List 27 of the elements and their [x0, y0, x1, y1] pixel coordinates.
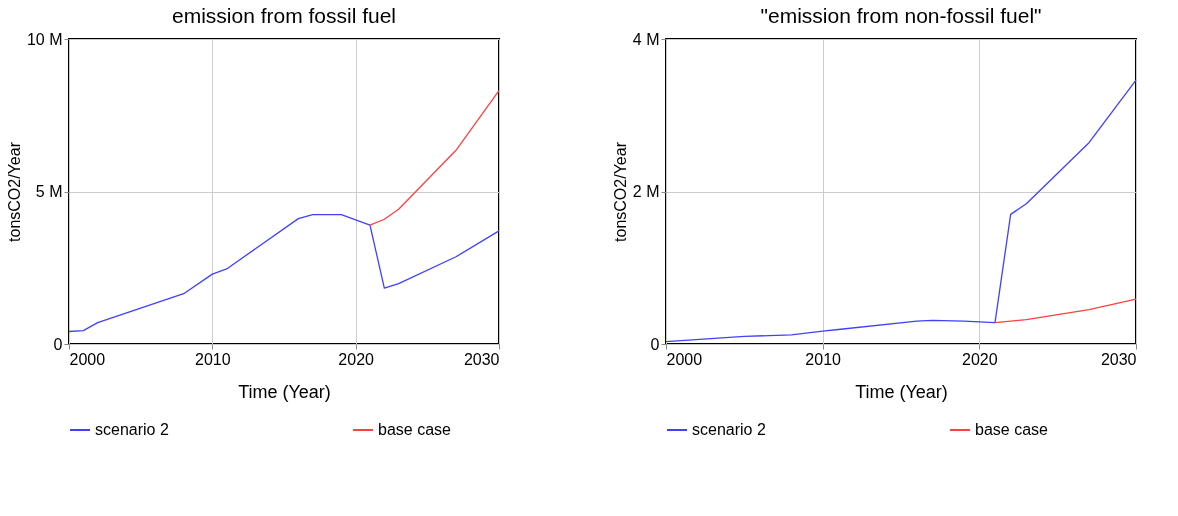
- chart-title: emission from fossil fuel: [171, 4, 397, 27]
- y-tick-label: 0: [650, 335, 660, 353]
- x-tick-label: 2010: [805, 350, 842, 368]
- y-axis-title: tonsCO2/Year: [611, 141, 629, 242]
- x-tick-label: 2000: [666, 350, 703, 368]
- legend-label: base case: [378, 421, 452, 438]
- x-tick-label: 2010: [195, 350, 231, 368]
- chart-title: "emission from non-fossil fuel": [760, 4, 1042, 27]
- legend-label: scenario 2: [95, 421, 169, 438]
- y-tick-label: 5 M: [35, 183, 63, 200]
- y-tick-label: 2 M: [632, 183, 660, 200]
- x-axis-title: Time (Year): [855, 381, 948, 402]
- line-series: [68, 214, 500, 333]
- y-tick-label: 0: [53, 335, 63, 353]
- x-tick-label: 2000: [69, 350, 106, 368]
- x-tick-label: 2030: [463, 350, 500, 368]
- x-axis-title: Time (Year): [238, 381, 331, 402]
- y-tick-label: 4 M: [632, 30, 660, 48]
- x-tick-label: 2020: [962, 350, 998, 368]
- legend-label: base case: [975, 421, 1049, 438]
- y-tick-label: 10 M: [26, 30, 63, 48]
- y-axis-title: tonsCO2/Year: [5, 141, 23, 242]
- legend-label: scenario 2: [692, 421, 766, 438]
- line-series: [994, 298, 1137, 324]
- line-series: [369, 89, 500, 226]
- x-tick-label: 2030: [1100, 350, 1137, 368]
- x-tick-label: 2020: [338, 350, 375, 368]
